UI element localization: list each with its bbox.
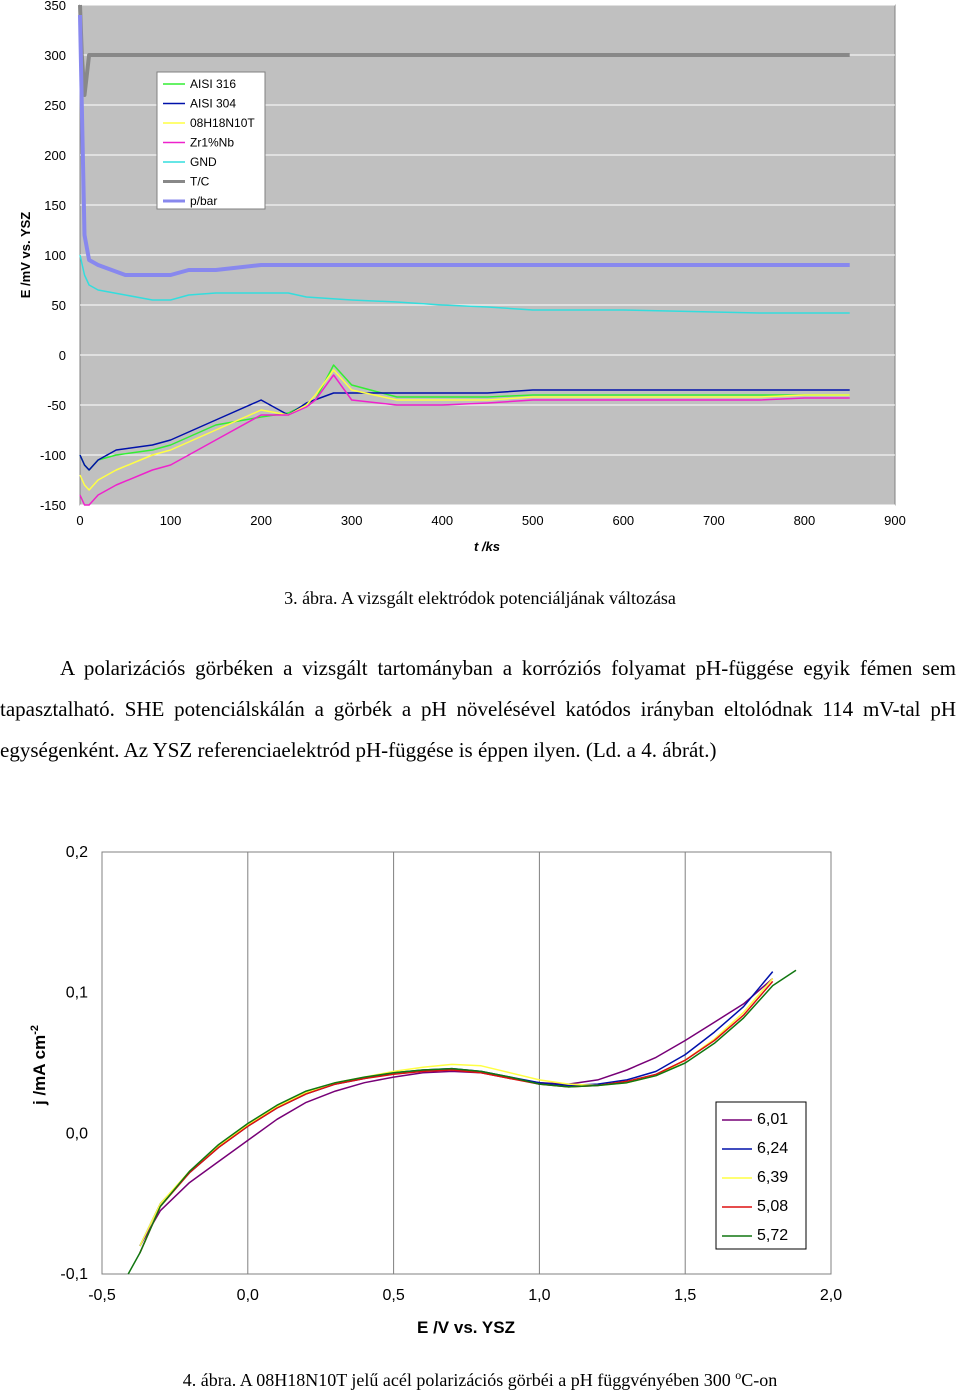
x-tick-label: 800: [794, 513, 816, 528]
series-line-1: [139, 978, 774, 1247]
legend-label: 5,72: [757, 1227, 788, 1244]
x-tick-label: 300: [341, 513, 363, 528]
y-tick-label: -150: [40, 498, 66, 513]
y-tick-label: -100: [40, 448, 66, 463]
x-tick-label: 0,5: [382, 1287, 404, 1304]
legend-label: 6,24: [757, 1140, 788, 1157]
x-tick-label: 0: [76, 513, 83, 528]
y-tick-label: 150: [44, 198, 66, 213]
y-axis-label-main: j /mA cm: [30, 1035, 49, 1106]
y-tick-label: -0,1: [60, 1266, 88, 1283]
x-tick-label: 200: [250, 513, 272, 528]
y-tick-label: 300: [44, 48, 66, 63]
y-tick-label: 0,1: [66, 985, 88, 1002]
x-tick-label: 500: [522, 513, 544, 528]
x-tick-label: 1,0: [528, 1287, 550, 1304]
y-tick-label: 0,2: [66, 844, 88, 861]
figure-4-caption-suffix: C-on: [741, 1370, 778, 1390]
grid-lines-2: [247, 852, 686, 1274]
x-axis-label-1: t /ks: [474, 539, 500, 554]
legend-box-2: [715, 1101, 807, 1250]
x-tick-label: 100: [160, 513, 182, 528]
x-tick-label: 2,0: [820, 1287, 842, 1304]
y-tick-label: 100: [44, 248, 66, 263]
x-axis-label-2: E /V vs. YSZ: [417, 1318, 515, 1337]
legend-label: Zr1%Nb: [190, 136, 234, 150]
y-tick-label: 200: [44, 148, 66, 163]
x-tick-label: 600: [612, 513, 634, 528]
series-line-3: [79, 369, 850, 491]
legend-1: AISI 316 AISI 304 08H18N10T Zr1%Nb GND T/C p/b…: [156, 71, 266, 210]
x-tick-label: -0,5: [88, 1287, 116, 1304]
y-tick-label: 250: [44, 98, 66, 113]
plot-area-2: [101, 851, 832, 1275]
paragraph-text: A polarizációs görbéken a vizsgált tarto…: [0, 656, 956, 762]
legend-label: GND: [190, 155, 217, 169]
series-line-1: [79, 364, 850, 471]
series-line-5: [127, 969, 797, 1275]
series-lines-2: [127, 969, 797, 1275]
y-axis-label-1: E /mV vs. YSZ: [18, 212, 33, 299]
x-tick-label: 1,5: [674, 1287, 696, 1304]
x-tick-labels-2: -0,5 0,0 0,5 1,0 1,5 2,0: [88, 1287, 842, 1304]
legend-label: 5,08: [757, 1198, 788, 1215]
series-line-4: [79, 374, 850, 506]
series-lines-1: [78, 4, 850, 506]
figure-4-caption-sup: o: [735, 1368, 742, 1382]
legend-label: AISI 304: [190, 97, 236, 111]
x-tick-label: 400: [431, 513, 453, 528]
body-paragraph: A polarizációs görbéken a vizsgált tarto…: [0, 648, 956, 771]
polarization-chart: -0,1 0,0 0,1 0,2 -0,5 0,0 0,5 1,0 1,5 2,0 E /V v…: [29, 844, 842, 1337]
series-line-6: [78, 4, 850, 97]
y-tick-label: -50: [47, 398, 66, 413]
x-tick-label: 900: [884, 513, 906, 528]
figure-4-caption: 4. ábra. A 08H18N10T jelű acél polarizác…: [0, 1368, 960, 1391]
x-tick-label: 0,0: [237, 1287, 259, 1304]
series-line-5: [79, 254, 850, 314]
y-tick-label: 350: [44, 0, 66, 13]
y-tick-label: 0: [59, 348, 66, 363]
y-tick-label: 0,0: [66, 1125, 88, 1142]
series-line-4: [139, 980, 774, 1254]
y-tick-label: 50: [52, 298, 66, 313]
x-tick-labels-1: 0 100 200 300 400 500 600 700 800 900: [76, 513, 905, 528]
series-line-3: [139, 978, 774, 1247]
x-tick-label: 700: [703, 513, 725, 528]
legend-label: 08H18N10T: [190, 116, 255, 130]
y-axis-label-2: j /mA cm-2: [29, 1025, 49, 1106]
legend-label: p/bar: [190, 194, 217, 208]
series-line-2: [79, 389, 850, 471]
y-tick-labels-1: -150 -100 -50 0 50 100 150 200 250 300 350: [40, 0, 66, 513]
legend-label: 6,39: [757, 1169, 788, 1186]
legend-2: 6,01 6,24 6,39 5,08 5,72: [715, 1101, 807, 1250]
legend-label: AISI 316: [190, 77, 236, 91]
y-tick-labels-2: -0,1 0,0 0,1 0,2: [60, 844, 88, 1283]
figure-3-caption: 3. ábra. A vizsgált elektródok potenciál…: [284, 588, 676, 608]
y-axis-label-sup: -2: [29, 1025, 41, 1035]
legend-box-1: [156, 71, 266, 210]
legend-label: 6,01: [757, 1111, 788, 1128]
legend-label: T/C: [190, 175, 210, 189]
figure-4-caption-prefix: 4. ábra. A 08H18N10T jelű acél polarizác…: [182, 1370, 736, 1390]
series-line-7: [78, 14, 850, 277]
potential-time-chart: -150 -100 -50 0 50 100 150 200 250 300 350 0 100 200…: [18, 0, 906, 554]
